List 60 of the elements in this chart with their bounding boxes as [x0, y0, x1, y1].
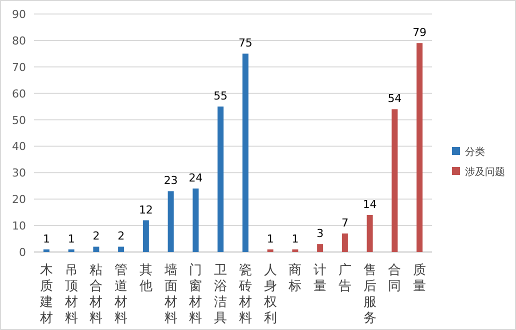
data-label: 2 [118, 230, 125, 243]
data-label: 7 [341, 216, 348, 230]
data-label: 12 [138, 203, 153, 216]
x-tick-label: 人身权利 [262, 263, 277, 326]
y-tick-label: 30 [12, 166, 26, 180]
x-tick-label: 粘合材料 [88, 263, 103, 326]
y-tick-label: 70 [12, 60, 26, 74]
x-tick-label: 门窗材料 [188, 262, 202, 326]
data-label: 23 [164, 174, 178, 188]
y-tick-label: 60 [12, 87, 26, 100]
x-tick-label: 计量 [314, 263, 327, 294]
bar [68, 249, 74, 252]
data-label: 1 [68, 232, 75, 246]
bar [218, 106, 224, 252]
data-label: 24 [188, 172, 203, 185]
y-tick-label: 50 [12, 114, 26, 127]
x-tick-label: 吊顶材料 [64, 263, 78, 326]
x-tick-label: 商标 [288, 263, 302, 294]
x-tick-label: 质量 [413, 263, 426, 294]
y-tick-label: 10 [12, 220, 26, 233]
bar [366, 214, 373, 252]
data-label: 54 [388, 92, 402, 106]
data-label: 79 [412, 26, 427, 40]
y-tick-label: 40 [12, 140, 26, 154]
y-tick-label: 0 [19, 246, 26, 259]
data-label: 75 [238, 36, 252, 50]
x-tick-label: 合同 [388, 263, 402, 294]
bar [392, 109, 398, 252]
x-tick-label: 墙面材料 [163, 263, 178, 326]
x-tick-label: 售后服务 [363, 263, 376, 326]
data-label: 1 [42, 232, 50, 246]
x-tick-label: 广告 [338, 263, 352, 294]
bar [416, 43, 423, 252]
data-label: 1 [266, 232, 274, 246]
data-label: 3 [316, 227, 324, 240]
y-tick-label: 90 [12, 8, 26, 21]
legend-label: 涉及问题 [465, 166, 505, 178]
data-label: 14 [362, 198, 377, 211]
y-tick-label: 80 [12, 34, 26, 48]
bar [118, 246, 124, 252]
x-tick-label: 其他 [139, 263, 152, 294]
bar [93, 246, 100, 252]
bar [267, 249, 274, 252]
bar [317, 244, 324, 252]
bar [342, 233, 348, 252]
bar [242, 54, 248, 252]
y-tick-label: 20 [12, 193, 26, 206]
x-tick-label: 卫浴洁具 [214, 263, 228, 326]
legend-label: 分类 [465, 146, 485, 158]
bar [192, 188, 199, 252]
bar [292, 249, 298, 252]
bar [142, 220, 149, 252]
x-tick-label: 管道材料 [114, 263, 128, 326]
data-label: 2 [92, 230, 100, 243]
data-label: 55 [214, 90, 228, 103]
x-tick-label: 瓷砖材料 [238, 263, 252, 326]
x-tick-label: 木质建材 [38, 263, 53, 326]
data-label: 1 [292, 232, 299, 246]
bar [168, 191, 174, 252]
bar [43, 249, 50, 252]
